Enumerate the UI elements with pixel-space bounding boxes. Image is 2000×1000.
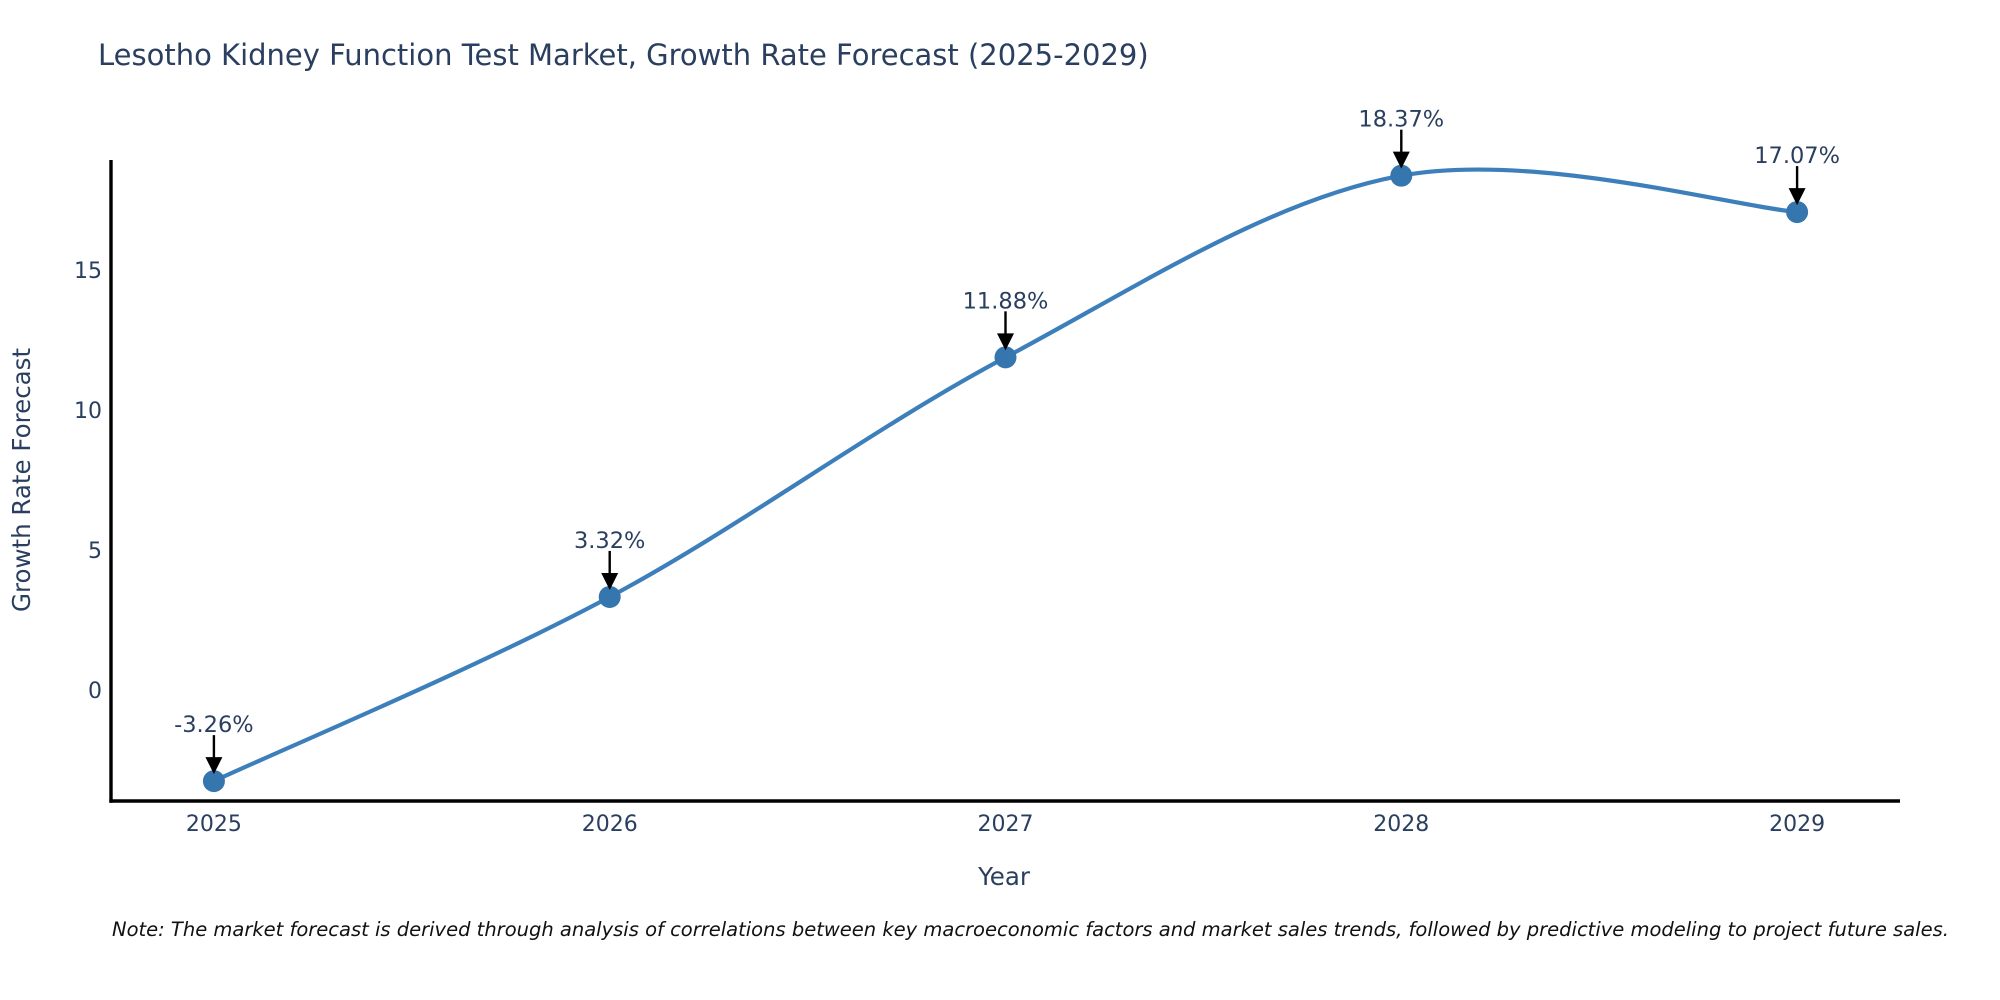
x-tick-label: 2028 <box>1373 812 1429 837</box>
annotation-arrowhead <box>205 757 223 775</box>
x-tick-label: 2029 <box>1769 812 1825 837</box>
x-tick-label: 2025 <box>186 812 242 837</box>
annotation-label: 17.07% <box>1754 143 1840 169</box>
annotation-label: -3.26% <box>174 712 254 738</box>
annotation-label: 11.88% <box>963 288 1049 314</box>
x-tick-label: 2026 <box>582 812 638 837</box>
y-tick-label: 0 <box>88 679 102 704</box>
chart-title: Lesotho Kidney Function Test Market, Gro… <box>98 38 1149 72</box>
data-point-marker <box>202 770 225 793</box>
data-point-marker <box>1786 201 1809 224</box>
annotation-label: 3.32% <box>574 528 645 554</box>
annotation-arrowhead <box>1788 188 1806 206</box>
data-point-marker <box>598 585 621 608</box>
y-tick-label: 15 <box>74 259 102 284</box>
y-tick-label: 5 <box>88 539 102 564</box>
annotation-label: 18.37% <box>1358 107 1444 133</box>
annotation-arrowhead <box>997 333 1014 351</box>
data-point-marker <box>994 346 1017 369</box>
x-axis-title: Year <box>977 862 1031 891</box>
x-tick-label: 2027 <box>978 812 1034 837</box>
trend-line <box>211 167 1800 784</box>
annotation-arrowhead <box>601 572 619 590</box>
footnote: Note: The market forecast is derived thr… <box>112 918 1949 941</box>
y-axis-title: Growth Rate Forecast <box>7 348 36 612</box>
y-tick-label: 10 <box>74 399 102 424</box>
annotation-arrowhead <box>1392 151 1410 169</box>
data-point-marker <box>1390 164 1413 187</box>
